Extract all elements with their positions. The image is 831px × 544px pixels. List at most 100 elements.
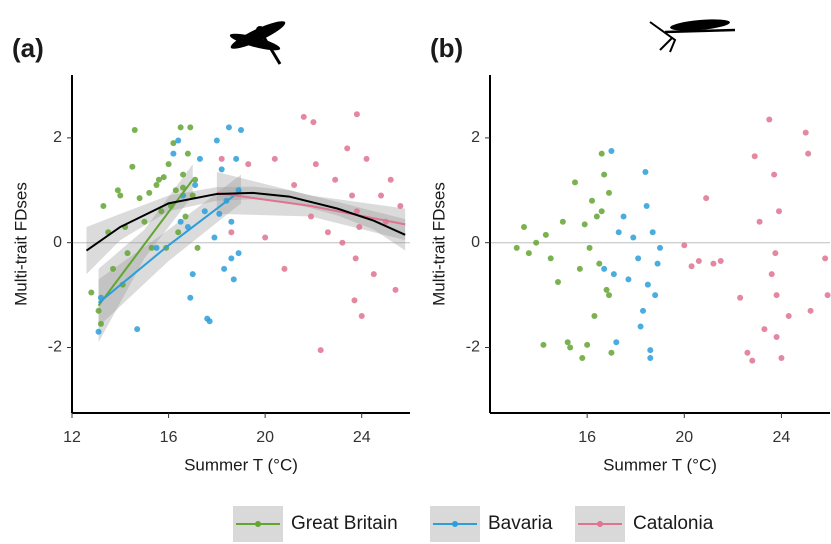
point xyxy=(521,223,527,230)
point xyxy=(761,326,768,333)
point xyxy=(547,255,554,262)
point xyxy=(771,171,778,178)
point xyxy=(657,244,663,251)
point xyxy=(177,124,184,131)
point xyxy=(525,250,532,257)
point xyxy=(370,271,377,278)
point xyxy=(363,155,370,162)
point xyxy=(613,339,620,346)
point xyxy=(312,161,319,168)
point xyxy=(768,271,775,278)
x-tick-label: 16 xyxy=(160,429,178,446)
point xyxy=(695,258,702,265)
point xyxy=(228,255,235,262)
point xyxy=(567,344,574,351)
point xyxy=(637,323,644,330)
point xyxy=(593,213,600,220)
dragonfly-icon xyxy=(229,21,286,65)
point xyxy=(213,137,220,144)
point xyxy=(397,203,404,210)
point xyxy=(182,213,189,220)
legend-point xyxy=(452,521,458,527)
point xyxy=(601,265,608,272)
point xyxy=(751,153,758,160)
point xyxy=(352,255,359,262)
confidence-band xyxy=(98,164,193,343)
point xyxy=(649,229,656,236)
point xyxy=(805,150,812,157)
point xyxy=(136,195,143,202)
point xyxy=(148,244,155,251)
point xyxy=(324,229,331,236)
point xyxy=(737,294,744,301)
point xyxy=(141,218,148,225)
point xyxy=(160,174,167,181)
point xyxy=(228,218,235,225)
y-tick-label: -2 xyxy=(466,339,480,356)
point xyxy=(339,239,346,246)
point xyxy=(717,258,724,265)
x-tick-label: 20 xyxy=(675,429,693,446)
point xyxy=(192,182,199,189)
legend-point xyxy=(255,521,261,527)
point xyxy=(542,231,549,238)
point xyxy=(642,168,649,175)
legend-label: Great Britain xyxy=(291,513,398,534)
point xyxy=(772,250,779,257)
point xyxy=(172,187,179,194)
point xyxy=(180,171,187,178)
y-axis-label: Multi-trait FDses xyxy=(429,182,448,306)
point xyxy=(124,250,131,257)
x-axis-label: Summer T (°C) xyxy=(603,455,717,474)
fit-line xyxy=(216,191,406,226)
point xyxy=(100,203,107,210)
y-axis-label: Multi-trait FDses xyxy=(11,182,30,306)
fit-line xyxy=(85,191,406,252)
point xyxy=(317,347,324,354)
point xyxy=(635,255,642,262)
point xyxy=(216,210,223,217)
panel-title: (a) xyxy=(12,33,44,63)
x-tick-label: 16 xyxy=(578,429,596,446)
panel-title: (b) xyxy=(430,33,463,63)
point xyxy=(189,271,196,278)
point xyxy=(773,334,780,341)
point xyxy=(175,229,182,236)
point xyxy=(581,221,588,228)
point xyxy=(353,208,360,215)
point xyxy=(153,182,160,189)
point xyxy=(218,155,225,162)
point xyxy=(281,265,288,272)
point xyxy=(378,192,385,199)
point xyxy=(776,208,782,215)
point xyxy=(146,189,153,196)
point xyxy=(610,271,617,278)
y-tick-label: 2 xyxy=(53,129,62,146)
point xyxy=(598,150,605,157)
y-tick-label: 0 xyxy=(53,234,62,251)
y-tick-label: 0 xyxy=(471,234,480,251)
point xyxy=(589,197,595,204)
point xyxy=(95,307,102,314)
point xyxy=(778,354,785,361)
point xyxy=(608,147,615,154)
point xyxy=(358,313,365,320)
point xyxy=(110,265,117,272)
point xyxy=(170,140,177,147)
y-tick-label: -2 xyxy=(48,339,62,356)
point xyxy=(204,315,211,322)
point xyxy=(601,171,608,178)
point xyxy=(608,349,615,356)
point xyxy=(703,195,710,202)
point xyxy=(353,111,360,118)
point xyxy=(625,276,632,283)
point xyxy=(615,229,622,236)
point xyxy=(300,113,307,120)
point xyxy=(262,234,269,241)
x-tick-label: 24 xyxy=(353,429,371,446)
point xyxy=(749,357,756,364)
legend-label: Bavaria xyxy=(488,513,553,534)
point xyxy=(153,244,160,251)
point xyxy=(630,234,637,241)
